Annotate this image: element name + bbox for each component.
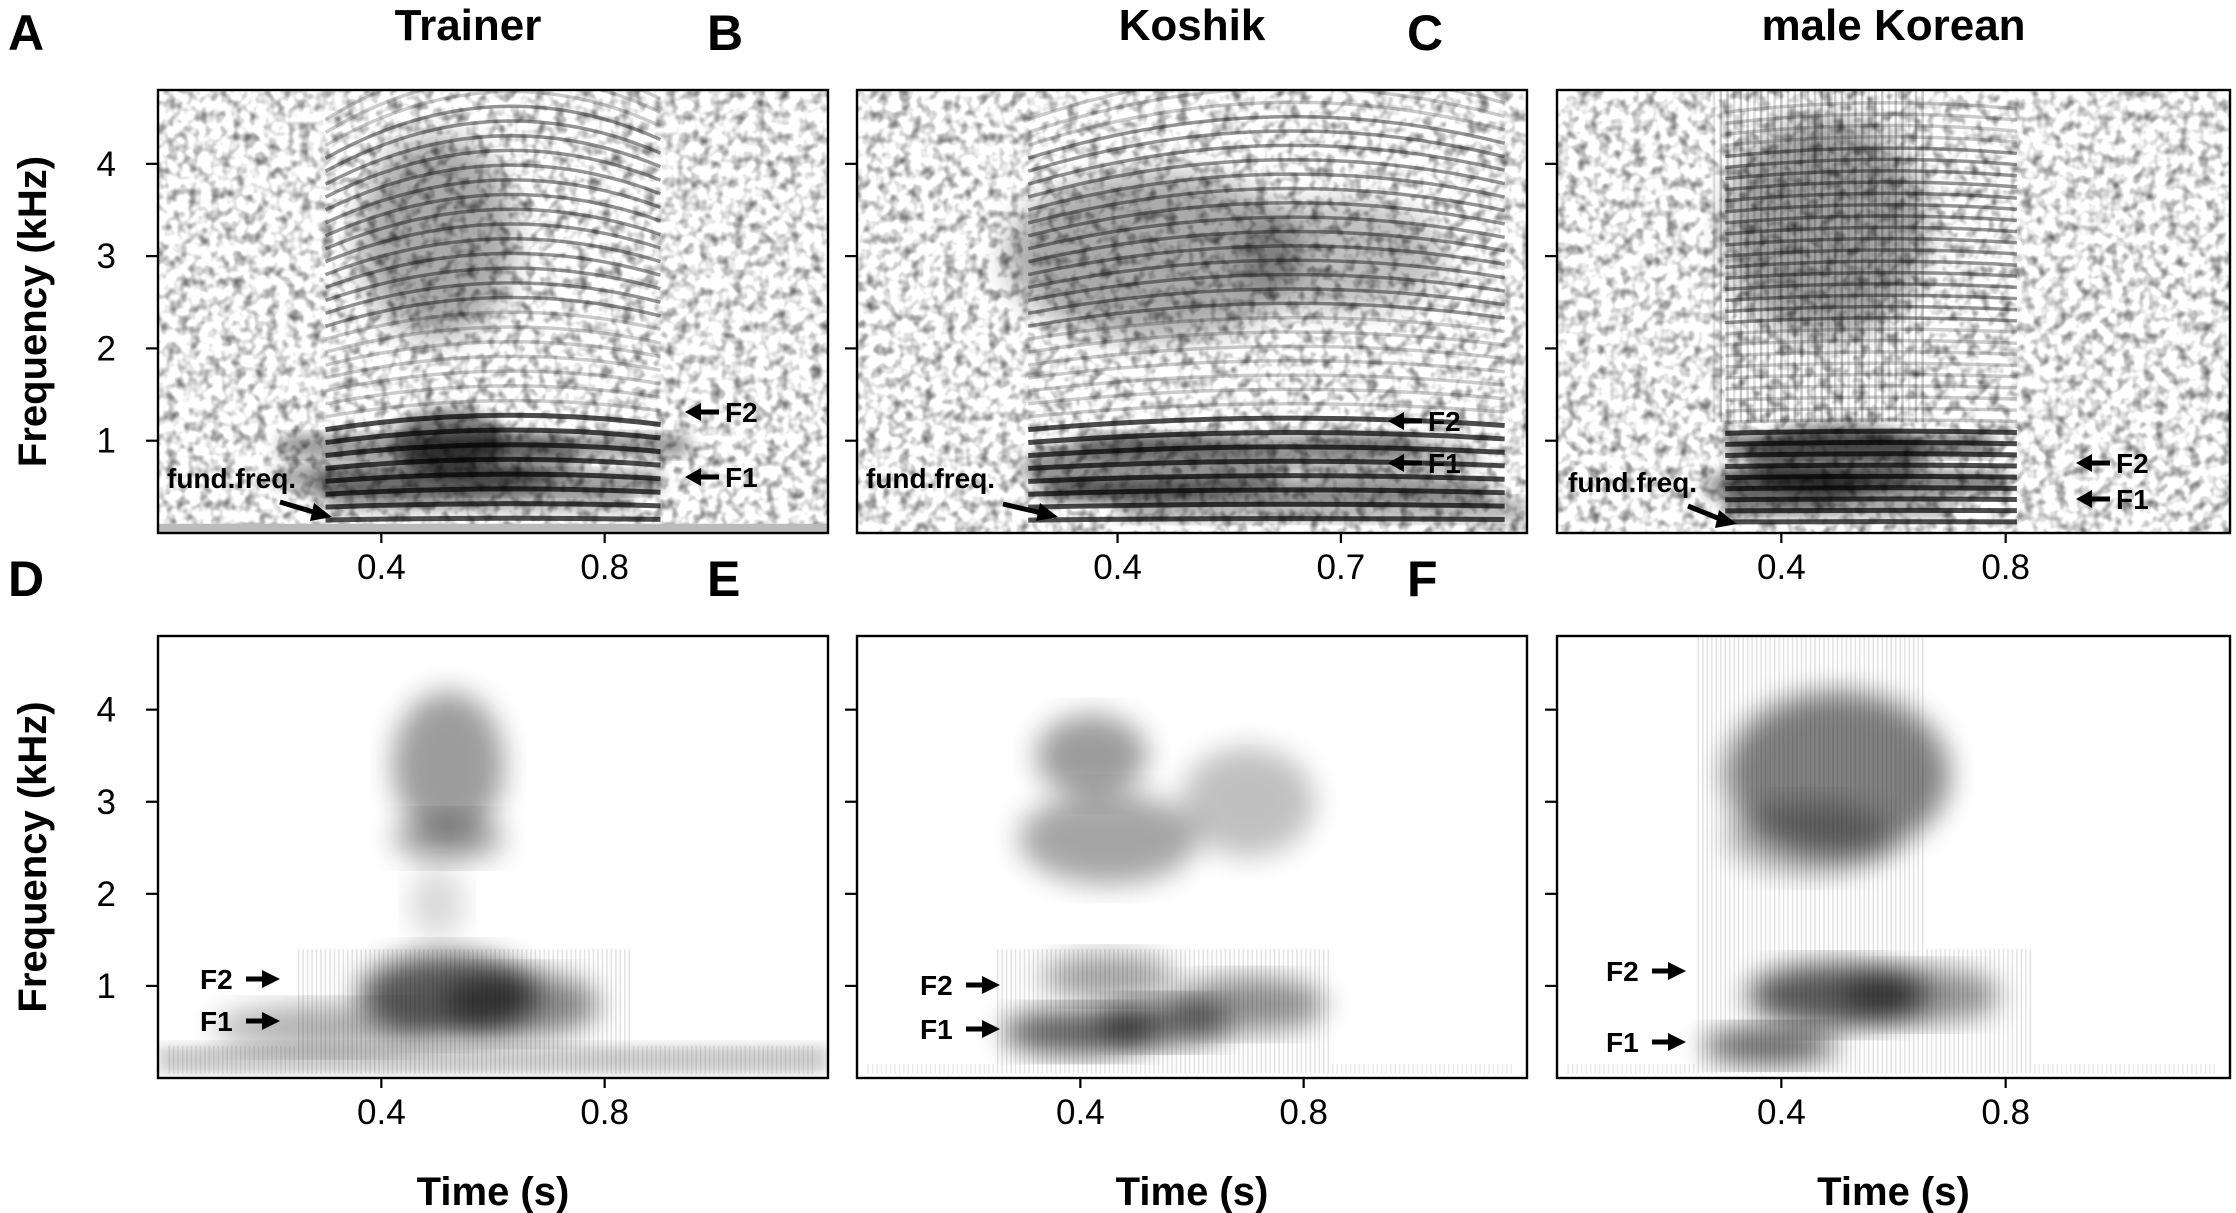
panel-title: Trainer [395, 1, 542, 50]
arrow-head [1715, 510, 1737, 528]
y-tick-label: 4 [97, 691, 116, 730]
f1-arrow-head [262, 1012, 280, 1030]
panel-letter: F [1407, 551, 1438, 607]
f1-arrow-head [685, 468, 701, 486]
x-tick-label: 0.8 [1981, 1093, 2030, 1132]
panel-letter: D [8, 551, 44, 607]
plot-frame [1555, 634, 2232, 1080]
fund-freq-label: fund.freq. [167, 463, 296, 494]
x-tick-label: 0.8 [580, 548, 629, 587]
y-axis-label: Frequency (kHz) [11, 701, 55, 1012]
x-tick-label: 0.4 [1757, 548, 1806, 587]
x-tick-label: 0.4 [1056, 1093, 1105, 1132]
arrow-head [1036, 503, 1058, 521]
panel-b: 0.4 0.7 B Koshik fund.freq. F2 F1 [707, 1, 1529, 587]
panel-title: Koshik [1119, 1, 1266, 50]
x-tick-label: 0.8 [580, 1093, 629, 1132]
f2-arrow-head [685, 403, 701, 421]
spectrogram-image [158, 90, 828, 533]
x-tick-label: 0.4 [1093, 548, 1142, 587]
y-tick-label: 2 [97, 875, 116, 914]
f1-label: F1 [2116, 484, 2149, 515]
spectrogram-image [158, 636, 828, 1078]
f1-label: F1 [1606, 1027, 1639, 1058]
panel-letter: A [8, 5, 44, 61]
y-tick-label: 3 [97, 237, 116, 276]
f2-arrow-head [1668, 962, 1686, 980]
panel-title: male Korean [1761, 1, 2025, 50]
f1-label: F1 [920, 1014, 953, 1045]
f1-label: F1 [200, 1006, 233, 1037]
x-tick-label: 0.8 [1279, 1093, 1328, 1132]
panel-a: 1 2 3 4 0.4 0.8 A Trainer Frequency (kHz) fund.fr… [8, 1, 830, 587]
y-axis-label: Frequency (kHz) [11, 156, 55, 467]
x-axis-label: Time (s) [1116, 1170, 1269, 1213]
panel-letter: E [707, 551, 740, 607]
plot-frame [1555, 88, 2232, 535]
panel-c: 0.4 0.8 C male Korean fund.freq. F2 F1 [1407, 1, 2232, 587]
fund-freq-label: fund.freq. [866, 463, 995, 494]
plot-frame [855, 634, 1529, 1080]
panel-letter: B [707, 5, 743, 61]
y-tick-label: 1 [97, 422, 116, 461]
f1-arrow-head [2076, 490, 2092, 508]
f2-arrow-head [2076, 454, 2092, 472]
x-tick-label: 0.7 [1317, 548, 1366, 587]
y-tick-label: 2 [97, 329, 116, 368]
x-tick-label: 0.4 [1757, 1093, 1806, 1132]
plot-frame [156, 634, 830, 1080]
f2-label: F2 [725, 397, 758, 428]
f2-label: F2 [2116, 448, 2149, 479]
spectrogram-image [1557, 90, 2230, 533]
panel-f: 0.4 0.8 F Time (s) F2 F1 [1407, 551, 2232, 1213]
f2-label: F2 [920, 970, 953, 1001]
fund-freq-label: fund.freq. [1568, 467, 1697, 498]
x-tick-label: 0.4 [357, 1093, 406, 1132]
x-tick-label: 0.8 [1981, 548, 2030, 587]
f2-label: F2 [1606, 956, 1639, 987]
f2-label: F2 [1428, 406, 1461, 437]
spectrogram-image [857, 636, 1527, 1078]
f2-arrow-head [1388, 412, 1404, 430]
f1-label: F1 [725, 462, 758, 493]
panel-letter: C [1407, 5, 1443, 61]
arrow-head [310, 503, 332, 521]
f1-arrow-head [982, 1020, 1000, 1038]
f1-arrow-head [1388, 454, 1404, 472]
panel-d: 1 2 3 4 0.4 0.8 D Frequency (kHz) Time (s) F2 F1 [8, 551, 830, 1213]
y-tick-label: 1 [97, 967, 116, 1006]
panel-e: 0.4 0.8 E Time (s) F2 F1 [707, 551, 1529, 1213]
x-axis-label: Time (s) [417, 1170, 570, 1213]
plot-frame [855, 88, 1529, 535]
f2-arrow-head [982, 976, 1000, 994]
x-axis-label: Time (s) [1817, 1170, 1970, 1213]
f2-label: F2 [200, 964, 233, 995]
spectrogram-image [857, 90, 1527, 533]
f1-label: F1 [1428, 448, 1461, 479]
spectrogram-image [1557, 636, 2230, 1078]
f2-arrow-head [262, 970, 280, 988]
y-tick-label: 4 [97, 145, 116, 184]
x-tick-label: 0.4 [357, 548, 406, 587]
plot-frame [156, 88, 830, 535]
f1-arrow-head [1668, 1033, 1686, 1051]
y-tick-label: 3 [97, 783, 116, 822]
